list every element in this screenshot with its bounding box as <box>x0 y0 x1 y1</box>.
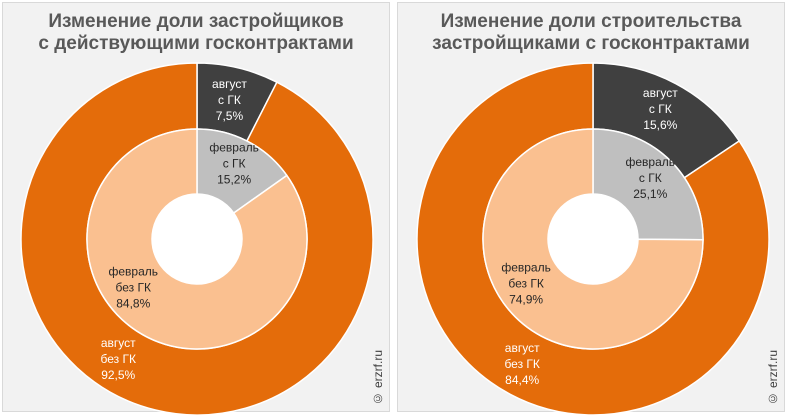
slice-label-line: 74,9% <box>509 293 543 307</box>
slice-label-line: февраль <box>109 265 159 279</box>
slice-label-line: 15,2% <box>217 172 251 186</box>
watermark: © erzrf.ru <box>371 349 385 405</box>
chart-panel-construction: Изменение доли строительства застройщика… <box>397 2 785 415</box>
slice-label: февраль без ГК 74,9% <box>501 261 551 307</box>
slice-label-line: август <box>101 336 136 350</box>
donut-hole <box>548 194 638 284</box>
slice-label: август с ГК 15,6% <box>643 86 678 132</box>
slice-label-line: август <box>212 77 247 91</box>
slice-label-line: февраль <box>626 155 676 169</box>
slice-label-line: с ГК <box>223 156 246 170</box>
slice-label: август без ГК 84,4% <box>504 341 540 387</box>
slice-label-line: без ГК <box>116 281 151 295</box>
slice-label-line: 92,5% <box>101 368 135 382</box>
donut-chart-construction: август с ГК 15,6% август без ГК 84,4% февраль с… <box>416 62 770 415</box>
chart-title-line-2: застройщиками с госконтрактами <box>432 33 750 54</box>
slice-label-line: 7,5% <box>216 109 244 123</box>
chart-title-line-2: с действующими госконтрактами <box>38 33 354 54</box>
chart-title: Изменение доли строительства застройщика… <box>398 11 784 55</box>
slice-label-line: с ГК <box>649 102 672 116</box>
donut-hole <box>152 194 242 284</box>
slice-label-line: август <box>505 341 540 355</box>
slice-label-line: без ГК <box>100 352 135 366</box>
chart-title: Изменение доли застройщиков с действующи… <box>3 11 389 55</box>
slice-label-line: 25,1% <box>633 187 667 201</box>
slice-label-line: без ГК <box>504 357 539 371</box>
slice-label-line: 15,6% <box>643 118 677 132</box>
slice-label: февраль без ГК 84,8% <box>109 265 159 311</box>
slice-label: август с ГК 7,5% <box>212 77 247 123</box>
chart-title-line-1: Изменение доли застройщиков <box>48 11 344 32</box>
slice-label: февраль с ГК 25,1% <box>626 155 676 201</box>
slice-label-line: без ГК <box>508 277 543 291</box>
slice-label-line: с ГК <box>218 93 241 107</box>
slice-label-line: 84,8% <box>116 297 150 311</box>
slice-label: февраль с ГК 15,2% <box>209 140 259 186</box>
slice-label-line: февраль <box>501 261 551 275</box>
slice-label-line: 84,4% <box>505 373 539 387</box>
slice-label-line: с ГК <box>639 171 662 185</box>
chart-panel-developers: Изменение доли застройщиков с действующи… <box>2 2 390 415</box>
donut-chart-developers: август с ГК 7,5% август без ГК 92,5% февраль с … <box>20 62 374 415</box>
slice-label: август без ГК 92,5% <box>100 336 136 382</box>
watermark: © erzrf.ru <box>766 349 780 405</box>
slice-label-line: август <box>643 86 678 100</box>
chart-title-line-1: Изменение доли строительства <box>440 11 742 32</box>
slice-label-line: февраль <box>209 140 259 154</box>
